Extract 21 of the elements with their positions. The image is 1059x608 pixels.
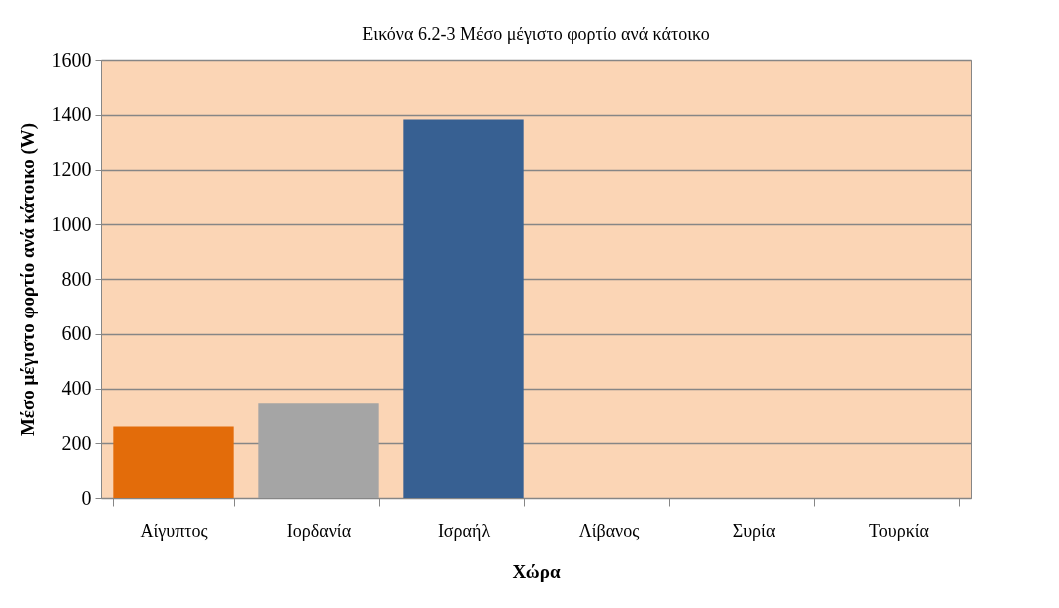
y-tick-label: 200 bbox=[61, 431, 92, 454]
chart-title: Εικόνα 6.2-3 Μέσο μέγιστο φορτίο ανά κάτοικο bbox=[362, 24, 710, 44]
y-tick-label: 1600 bbox=[51, 48, 92, 71]
bar bbox=[403, 119, 524, 498]
x-tick-label: Ισραήλ bbox=[437, 520, 491, 541]
y-tick-label: 1000 bbox=[51, 212, 92, 235]
y-tick-label: 0 bbox=[81, 486, 92, 509]
y-tick-label: 1200 bbox=[51, 158, 92, 180]
x-axis-title: Χώρα bbox=[512, 560, 561, 582]
bar bbox=[258, 403, 379, 498]
y-axis-title: Μέσο μέγιστο φορτίο ανά κάτοικο (W) bbox=[16, 122, 39, 437]
x-tick-label: Ιορδανία bbox=[286, 520, 352, 541]
x-tick-label: Συρία bbox=[732, 520, 776, 541]
x-tick-label: Αίγυπτος bbox=[140, 520, 208, 541]
bar bbox=[113, 426, 234, 498]
y-tick-label: 400 bbox=[61, 377, 92, 399]
y-tick-label: 600 bbox=[61, 322, 92, 345]
y-tick-label: 800 bbox=[61, 267, 92, 290]
x-tick-label: Τουρκία bbox=[869, 520, 930, 541]
y-tick-label: 1400 bbox=[51, 103, 92, 126]
x-tick-label: Λίβανος bbox=[578, 520, 640, 541]
